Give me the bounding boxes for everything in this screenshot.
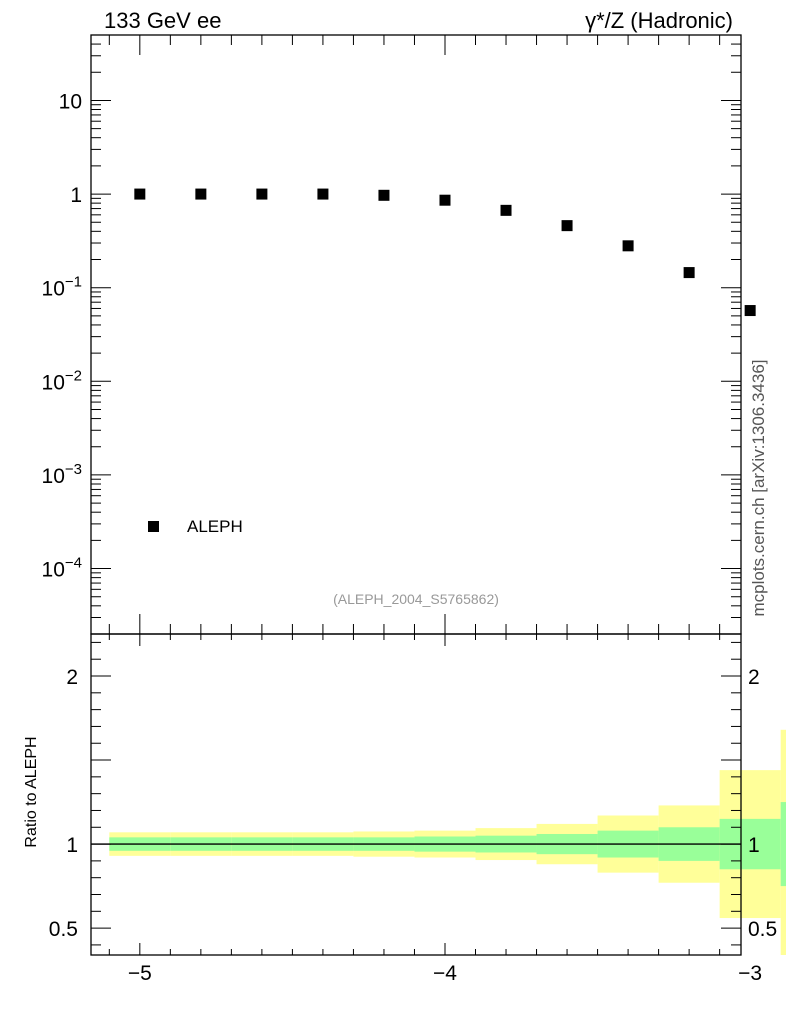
data-point [683,267,695,279]
data-point [134,188,146,200]
main-y-tick-label: 10−1 [42,274,82,301]
ratio-y-tick-label-left: 1 [66,834,78,857]
main-y-tick-label: 10−4 [42,555,82,582]
legend-marker [148,521,159,532]
main-y-tick-label: 10−2 [42,367,82,394]
data-point [439,194,451,206]
data-point [500,204,512,216]
data-point [195,188,207,200]
x-tick-label: −5 [128,962,152,985]
ratio-y-axis-label: Ratio to ALEPH [23,736,40,847]
watermark: mcplots.cern.ch [arXiv:1306.3436] [749,359,768,616]
ratio-y-tick-label-right: 1 [748,834,760,857]
ratio-frame [90,633,742,956]
ratio-y-tick-label-right: 2 [748,666,760,689]
legend-label-aleph: ALEPH [187,517,243,536]
data-point [561,220,573,232]
data-point [744,305,756,317]
ratio-y-tick-label-right: 0.5 [748,918,777,941]
ratio-inner-band [780,802,786,887]
data-point [378,189,390,201]
ratio-bands [109,729,786,955]
main-y-tick-label: 10 [59,90,82,113]
ratio-y-tick-label-left: 0.5 [49,918,78,941]
x-tick-label: −3 [738,962,762,985]
analysis-id: (ALEPH_2004_S5765862) [333,591,499,607]
tick-labels: 10−4 10−3 10−2 10−1 1 10 0.5 0.5 1 1 2 2 −5 −4 −3 [42,90,778,985]
title-left: 133 GeV ee [104,8,221,33]
main-frame [90,34,742,635]
title-right: γ*/Z (Hadronic) [585,8,733,33]
main-y-tick-label: 10−3 [42,461,82,488]
legend: ALEPH [148,517,243,536]
data-point [317,188,329,200]
axis-ticks [91,34,741,955]
main-data-points [134,188,756,317]
data-point [256,188,268,200]
axes-frames [90,34,742,956]
data-point [622,240,634,252]
main-y-tick-label: 1 [70,184,82,207]
x-tick-label: −4 [433,962,457,985]
ratio-y-tick-label-left: 2 [66,666,78,689]
